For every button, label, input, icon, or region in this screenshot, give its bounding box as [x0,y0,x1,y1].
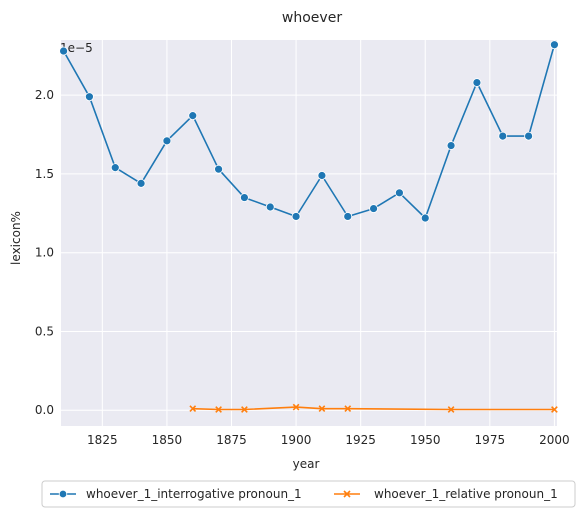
legend-label-relative: whoever_1_relative pronoun_1 [374,487,558,501]
data-point [85,92,94,102]
x-tick-label: 2000 [539,433,570,447]
data-point [551,406,558,413]
legend-label-interrogative: whoever_1_interrogative pronoun_1 [86,487,302,501]
series-2 [189,403,558,413]
data-point [395,188,404,198]
data-point [214,164,223,174]
data-point [472,78,482,87]
data-point [524,131,533,141]
y-axis-ticks: 0.0 0.5 1.0 1.5 2.0 [35,88,54,417]
data-point [317,171,327,180]
data-point [292,403,300,411]
x-tick-label: 1900 [281,433,312,447]
data-point [318,405,326,413]
series-line [62,44,556,219]
y-axis-label: lexicon% [9,211,23,265]
data-point [291,212,301,221]
y-tick-label: 0.0 [35,403,54,417]
legend-marker-interrogative [58,489,68,499]
data-point [446,141,456,150]
x-tick-label: 1850 [152,433,183,447]
data-point [189,405,197,413]
x-axis-ticks: 1825 1850 1875 1900 1925 1950 1975 2000 [87,433,570,447]
x-axis-label: year [293,457,320,471]
series-line [192,406,555,411]
y-tick-label: 1.0 [35,246,54,260]
data-point [550,40,559,50]
data-point [241,406,248,413]
y-tick-label: 0.5 [35,324,54,338]
x-tick-label: 1825 [87,433,118,447]
y-offset-label: 1e−5 [60,41,93,55]
data-point [343,212,353,221]
data-point [369,204,378,213]
data-point [447,406,455,413]
x-tick-label: 1875 [216,433,247,447]
x-tick-label: 1925 [345,433,376,447]
data-point [420,213,430,223]
data-point [344,405,352,413]
legend-frame [41,480,576,508]
legend: whoever_1_interrogative pronoun_1 whoeve… [41,480,576,508]
y-tick-label: 2.0 [35,88,54,102]
data-point [215,406,222,413]
legend-marker-relative [343,490,351,498]
series-1 [59,40,559,223]
chart-title: whoever [282,10,342,26]
x-tick-label: 1950 [410,433,441,447]
data-point [188,111,198,121]
plot-area [61,40,557,426]
y-tick-label: 1.5 [35,167,54,181]
grid-lines [61,40,557,426]
data-point [59,46,68,56]
data-point [240,193,249,202]
data-point [110,163,120,173]
data-point [498,131,508,141]
series-layer [59,40,559,413]
data-point [162,136,172,146]
data-point [136,178,146,188]
x-tick-label: 1975 [475,433,506,447]
data-point [265,202,275,212]
